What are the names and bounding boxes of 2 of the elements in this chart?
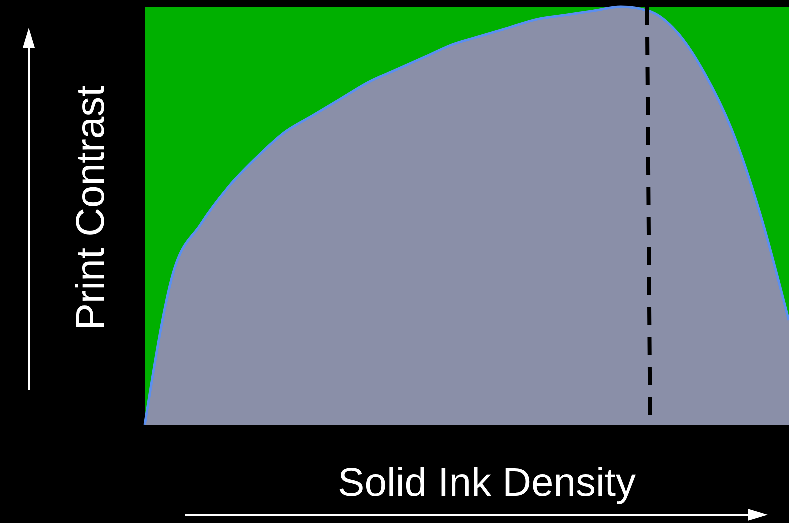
y-axis-title: Print Contrast bbox=[69, 86, 113, 330]
x-axis-title: Solid Ink Density bbox=[338, 461, 636, 505]
